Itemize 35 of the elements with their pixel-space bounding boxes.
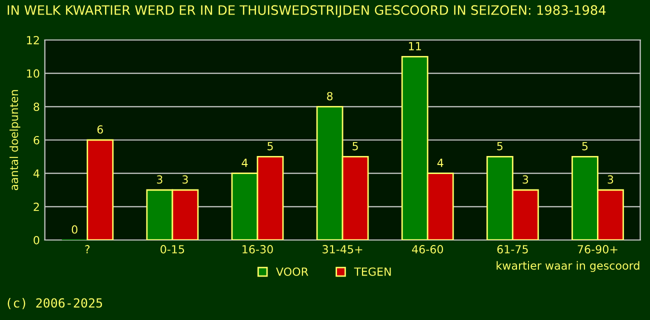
x-tick-label: 46-60 [412,245,444,254]
text: (c) 2006-2025 [8,298,102,310]
data-label: 3 [156,175,162,184]
y-tick-label: 10 [27,69,40,78]
y-tick-label: 6 [34,136,40,144]
data-label: 4 [242,158,248,167]
data-label: 5 [497,142,502,150]
data-label: 4 [437,158,444,167]
x-tick-label: ? [85,245,90,254]
data-label: 11 [409,42,421,50]
data-label: 5 [268,142,273,150]
bar [86,139,114,240]
x-tick-label: 76-90+ [578,245,618,254]
y-axis-title: aantal doelpunten [10,90,20,190]
data-label: 3 [182,175,188,184]
y-tick-label: 4 [33,169,40,178]
x-tick-label: 61-75 [497,245,528,254]
legend-label: VOOR [276,267,308,276]
data-label: 5 [582,142,588,150]
data-label: 8 [327,92,333,100]
data-label: 6 [97,125,103,134]
chart-title: IN WELK KWARTIER WERD ER IN DE THUISWEDSTRIJDEN GESCOORD IN SEIZOEN: 1983-1984 [8,5,606,18]
y-tick-label: 0 [34,236,40,244]
data-label: 0 [72,225,78,234]
x-tick-label: 31-45+ [322,245,362,254]
y-tick-label: 2 [34,202,39,211]
x-tick-label: 0-15 [160,245,184,254]
y-tick-label: 8 [34,102,40,112]
y-tick-label: 12 [27,36,39,44]
x-tick-label: 16-30 [242,245,273,254]
data-label: 3 [522,175,528,184]
data-label: 3 [608,175,614,184]
data-label: 5 [352,142,358,150]
legend-label: TEGEN [354,267,391,276]
x-axis-title: kwartier waar in gescoord [496,261,640,272]
